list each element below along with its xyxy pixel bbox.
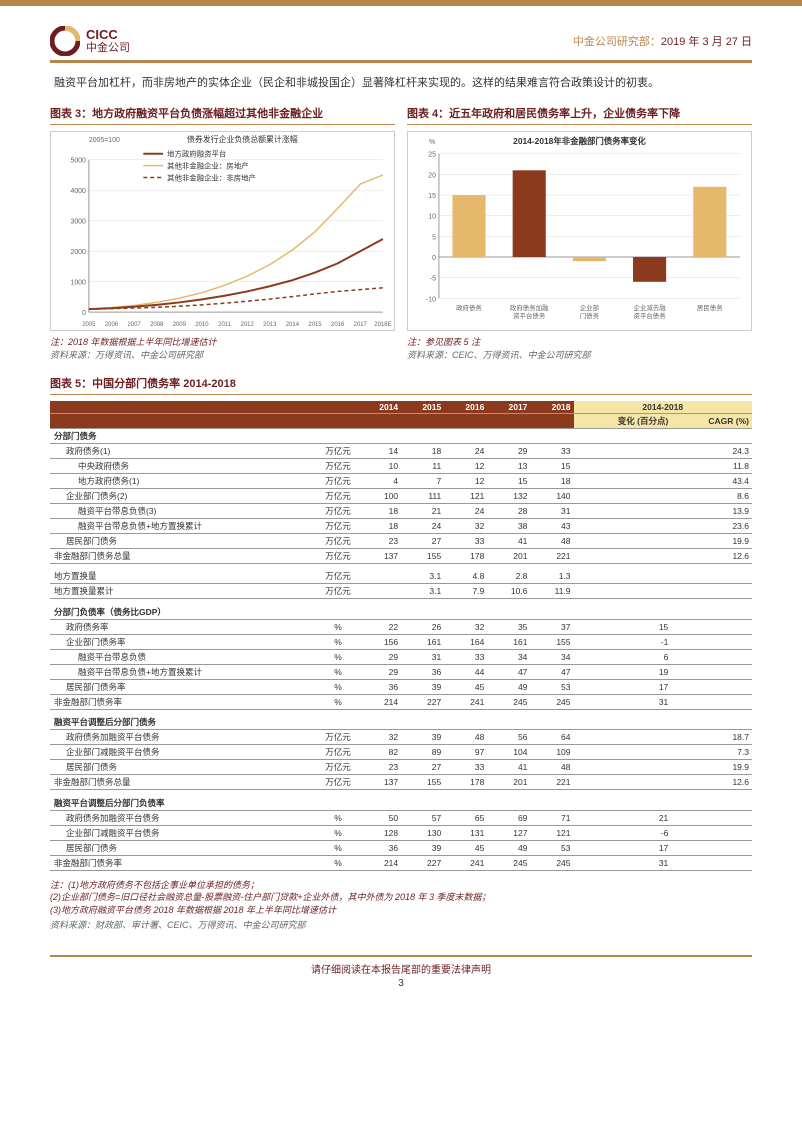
dept-label: 中金公司研究部：	[573, 36, 661, 48]
svg-text:0: 0	[82, 310, 86, 317]
header-right: 中金公司研究部：2019 年 3 月 27 日	[573, 33, 752, 49]
svg-text:2014-2018年非金融部门债务率变化: 2014-2018年非金融部门债务率变化	[513, 135, 646, 145]
chart4-title: 图表 4：近五年政府和居民债务率上升，企业债务率下降	[407, 105, 752, 125]
svg-text:2007: 2007	[127, 322, 140, 328]
page-header: CICC 中金公司 中金公司研究部：2019 年 3 月 27 日	[50, 26, 752, 63]
svg-text:2006: 2006	[105, 322, 119, 328]
svg-text:5: 5	[432, 234, 436, 241]
svg-text:2015: 2015	[308, 322, 322, 328]
svg-text:2010: 2010	[195, 322, 209, 328]
chart4-canvas: % 2014-2018年非金融部门债务率变化 -10 -5 0 5 10 15 20 25 政…	[407, 131, 752, 331]
chart4-src: 资料来源：CEIC、万得资讯、中金公司研究部	[407, 348, 752, 361]
svg-text:2017: 2017	[354, 322, 367, 328]
table5-section: 图表 5：中国分部门债务率 2014-2018 2014201520162017…	[50, 375, 752, 932]
svg-text:0: 0	[432, 255, 436, 262]
svg-text:20: 20	[428, 172, 436, 179]
svg-text:其他非金融企业：房地产: 其他非金融企业：房地产	[167, 160, 248, 170]
chart3-box: 图表 3：地方政府融资平台负债涨幅超过其他非金融企业 2005=100 债券发行…	[50, 105, 395, 361]
svg-text:10: 10	[428, 213, 436, 220]
chart4-box: 图表 4：近五年政府和居民债务率上升，企业债务率下降 % 2014-2018年非…	[407, 105, 752, 361]
chart3-canvas: 2005=100 债券发行企业负债总额累计涨幅 0 1000 2000 3000 400…	[50, 131, 395, 331]
page-footer: 请仔细阅读在本报告尾部的重要法律声明 3	[50, 955, 752, 989]
svg-text:-5: -5	[430, 275, 436, 282]
svg-text:2013: 2013	[263, 322, 277, 328]
charts-row: 图表 3：地方政府融资平台负债涨幅超过其他非金融企业 2005=100 债券发行…	[50, 105, 752, 361]
intro-text: 融资平台加杠杆，而非房地产的实体企业（民企和非城投国企）显著降杠杆来实现的。这样…	[50, 75, 752, 93]
svg-text:企业部门债务: 企业部门债务	[580, 303, 600, 320]
logo-icon	[50, 26, 80, 56]
chart3-note: 注：2018 年数据根据上半年同比增速估计	[50, 335, 395, 348]
date-label: 2019 年 3 月 27 日	[661, 36, 752, 48]
svg-text:地方政府融资平台: 地方政府融资平台	[167, 148, 226, 158]
svg-text:2008: 2008	[150, 322, 164, 328]
table5: 201420152016201720182014-2018变化 (百分点)CAG…	[50, 401, 752, 871]
table5-notes: 注：(1)地方政府债务不包括企事业单位承担的债务；(2)企业部门债务=旧口径社会…	[50, 879, 752, 917]
chart4-note: 注：参见图表 5 注	[407, 335, 752, 348]
disclaimer: 请仔细阅读在本报告尾部的重要法律声明	[50, 955, 752, 976]
svg-text:-10: -10	[426, 296, 436, 303]
svg-text:%: %	[429, 138, 435, 145]
svg-text:2009: 2009	[173, 322, 187, 328]
svg-text:2011: 2011	[218, 322, 231, 328]
svg-text:2005=100: 2005=100	[89, 136, 120, 143]
svg-text:2018E: 2018E	[374, 322, 391, 328]
svg-text:政府债务加融资平台债务: 政府债务加融资平台债务	[510, 303, 549, 320]
svg-text:2012: 2012	[241, 322, 254, 328]
svg-text:1000: 1000	[70, 279, 86, 286]
svg-text:4000: 4000	[70, 188, 86, 195]
page-num: 3	[50, 978, 752, 989]
svg-text:2014: 2014	[286, 322, 300, 328]
svg-text:债券发行企业负债总额累计涨幅: 债券发行企业负债总额累计涨幅	[187, 133, 298, 143]
svg-text:其他非金融企业：非房地产: 其他非金融企业：非房地产	[167, 172, 256, 182]
svg-text:3000: 3000	[70, 218, 86, 225]
logo-en: CICC	[86, 28, 130, 42]
svg-text:政府债务: 政府债务	[456, 303, 482, 312]
svg-text:5000: 5000	[70, 157, 86, 164]
top-rule	[0, 0, 802, 6]
logo-cn: 中金公司	[86, 42, 130, 54]
svg-text:居民债务: 居民债务	[697, 303, 723, 312]
table5-src: 资料来源：财政部、审计署、CEIC、万得资讯、中金公司研究部	[50, 918, 752, 931]
svg-text:2005: 2005	[82, 322, 96, 328]
logo: CICC 中金公司	[50, 26, 130, 56]
svg-text:企业减去融资平台债务: 企业减去融资平台债务	[634, 303, 667, 320]
chart3-title: 图表 3：地方政府融资平台负债涨幅超过其他非金融企业	[50, 105, 395, 125]
svg-text:15: 15	[428, 193, 436, 200]
chart3-src: 资料来源：万得资讯、中金公司研究部	[50, 348, 395, 361]
svg-text:2016: 2016	[331, 322, 345, 328]
svg-text:2000: 2000	[70, 249, 86, 256]
table5-title: 图表 5：中国分部门债务率 2014-2018	[50, 375, 752, 395]
svg-text:25: 25	[428, 151, 436, 158]
